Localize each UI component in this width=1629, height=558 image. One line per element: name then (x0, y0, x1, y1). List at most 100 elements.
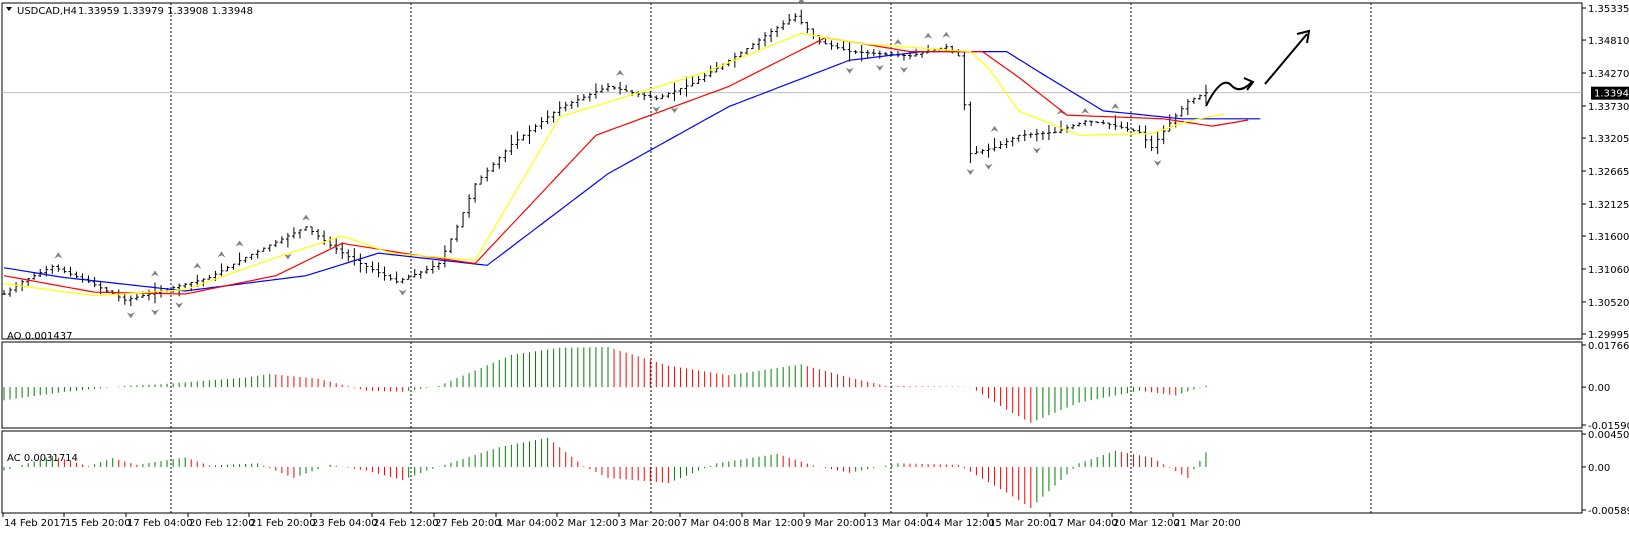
ohlc-bar (853, 50, 858, 55)
ohlc-bar (461, 212, 466, 228)
time-axis-label: 24 Feb 12:00 (373, 518, 439, 529)
time-axis-label: 14 Feb 2017 (4, 518, 66, 529)
ohlc-bar (569, 100, 574, 109)
ohlc-bar (998, 141, 1003, 149)
fractal-down-marker (398, 289, 407, 296)
ohlc-bar (883, 51, 888, 56)
ohlc-bar (304, 226, 308, 231)
ohlc-bar (38, 268, 43, 278)
fractal-down-marker (875, 64, 884, 71)
fractal-up-marker (235, 240, 244, 247)
ohlc-bar (787, 13, 792, 25)
ohlc-bar (195, 274, 200, 287)
ohlc-bar (1107, 122, 1112, 130)
ohlc-bar (829, 40, 834, 50)
ohlc-bar (648, 91, 653, 98)
time-axis-label: 14 Mar 12:00 (928, 518, 995, 529)
ohlc-bar (1131, 128, 1136, 132)
ohlc-bar (1046, 125, 1051, 141)
chart-menu-triangle-icon[interactable] (6, 7, 12, 11)
ohlc-bar (612, 85, 617, 90)
ohlc-bar (503, 149, 508, 163)
ohlc-bar (352, 247, 357, 266)
ohlc-bar (690, 76, 695, 87)
ao-axis-label: -0.015906 (1588, 421, 1629, 432)
ohlc-bar (346, 249, 351, 262)
ohlc-bar (1083, 119, 1088, 126)
ohlc-bar (328, 236, 333, 249)
ohlc-bar (920, 52, 925, 58)
ohlc-bar (563, 101, 568, 112)
ohlc-bar (575, 94, 580, 108)
ohlc-bar (1022, 129, 1027, 142)
ohlc-bar (225, 265, 230, 272)
ohlc-bar (835, 42, 840, 50)
ohlc-bar (442, 245, 447, 268)
fractal-up-marker (1057, 108, 1065, 115)
ohlc-bar (261, 247, 266, 252)
price-axis-label: 1.29995 (1588, 330, 1629, 341)
ohlc-bar (430, 260, 435, 274)
time-axis-label: 7 Mar 04:00 (681, 518, 741, 529)
fractal-down-marker (283, 253, 292, 260)
ohlc-bar (479, 175, 484, 185)
time-axis-label: 20 Feb 12:00 (189, 518, 255, 529)
fractal-up-marker (151, 270, 159, 277)
ohlc-bar (696, 75, 701, 84)
current-price-label: 1.33948 (1594, 89, 1629, 100)
ohlc-bar (291, 227, 296, 239)
ohlc-bar (1191, 97, 1196, 104)
ohlc-bar (8, 287, 13, 297)
fractal-up-marker (302, 214, 310, 221)
ohlc-bar (599, 84, 604, 93)
price-axis-label: 1.33730 (1588, 102, 1629, 113)
ohlc-values: 1.33959 1.33979 1.33908 1.33948 (78, 6, 253, 17)
ohlc-bar (74, 271, 79, 278)
ohlc-bar (509, 134, 514, 155)
fractal-down-marker (126, 312, 135, 319)
ohlc-bar (2, 289, 6, 295)
ohlc-bar (618, 81, 623, 95)
ohlc-bar (491, 162, 496, 172)
ohlc-bar (473, 183, 478, 203)
alligator-teeth-line (3, 36, 1249, 295)
ohlc-bar (1004, 138, 1009, 149)
ohlc-bar (26, 278, 31, 287)
ohlc-bar (116, 289, 121, 302)
ohlc-bar (424, 265, 429, 274)
ohlc-bar (865, 49, 870, 59)
time-axis-label: 17 Feb 04:00 (127, 518, 193, 529)
ohlc-bar (406, 274, 411, 280)
fractal-up-marker (1081, 107, 1090, 114)
ohlc-bar (841, 41, 846, 51)
ohlc-bar (847, 41, 852, 62)
ohlc-bar (980, 149, 985, 155)
ohlc-bar (207, 274, 212, 280)
ohlc-bar (1137, 125, 1142, 134)
ohlc-bar (545, 110, 550, 125)
ohlc-bar (1016, 134, 1021, 142)
ohlc-bar (273, 239, 278, 248)
alligator-lips-line (3, 32, 1225, 297)
fractal-down-marker (1032, 147, 1041, 154)
ohlc-bar (14, 282, 19, 293)
ohlc-bar (1059, 120, 1063, 134)
ohlc-bar (146, 289, 151, 301)
fractal-down-marker (984, 163, 993, 170)
alligator-jaw-line (3, 50, 1261, 292)
ohlc-bar (255, 249, 260, 259)
time-axis-label: 21 Mar 20:00 (1174, 518, 1241, 529)
time-axis-label: 20 Mar 12:00 (1113, 518, 1180, 529)
fractal-up-marker (893, 39, 902, 46)
ohlc-bar (56, 264, 61, 272)
ohlc-bar (1071, 123, 1076, 130)
fractal-down-marker (899, 66, 908, 73)
ohlc-bar (539, 117, 544, 130)
ohlc-bar (394, 271, 399, 284)
ohlc-bar (128, 295, 133, 307)
ohlc-bar (364, 262, 369, 274)
ohlc-bar (805, 21, 810, 34)
ohlc-bar (316, 228, 321, 240)
ohlc-bar (376, 262, 381, 278)
time-axis-label: 23 Feb 04:00 (312, 518, 378, 529)
